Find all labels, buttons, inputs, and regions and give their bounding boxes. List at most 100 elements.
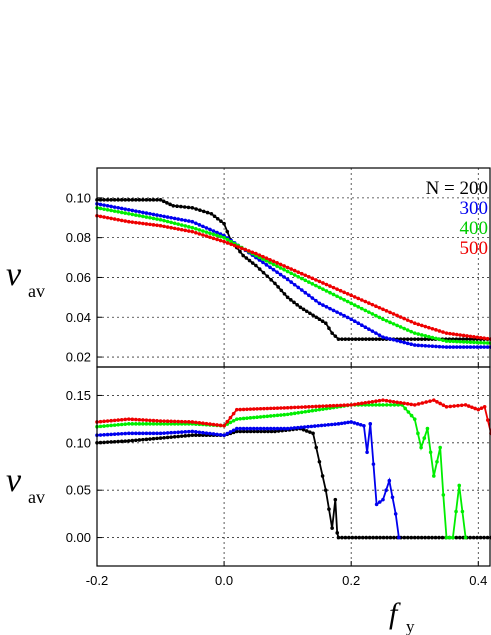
data-point — [391, 399, 396, 404]
data-point — [215, 216, 220, 221]
data-point — [109, 432, 113, 437]
data-point — [137, 198, 142, 202]
data-point — [319, 423, 324, 428]
data-point — [282, 264, 286, 268]
data-point — [416, 337, 421, 341]
data-point — [384, 309, 389, 313]
data-point — [343, 535, 348, 540]
data-point — [225, 431, 230, 436]
data-point — [179, 430, 184, 434]
data-point — [388, 535, 393, 540]
data-point — [212, 214, 217, 219]
data-point — [307, 409, 311, 414]
data-point — [241, 426, 246, 431]
data-point — [134, 220, 138, 225]
data-point — [211, 422, 216, 427]
data-point — [134, 198, 138, 202]
data-point — [112, 209, 117, 213]
data-point — [247, 249, 251, 253]
data-point — [194, 227, 198, 231]
data-point — [126, 422, 131, 426]
data-point — [176, 419, 181, 424]
data-point — [238, 426, 242, 431]
data-point — [423, 343, 428, 348]
data-point — [350, 337, 354, 341]
data-point — [329, 422, 334, 427]
data-point — [225, 237, 230, 242]
data-point — [320, 474, 325, 478]
data-point — [381, 403, 385, 407]
data-point — [440, 535, 445, 540]
data-point — [162, 422, 166, 426]
data-point — [235, 426, 239, 431]
data-point — [282, 267, 286, 272]
data-point — [134, 422, 138, 426]
data-point — [428, 399, 432, 403]
data-point — [194, 433, 198, 438]
data-point — [301, 307, 306, 312]
data-point — [482, 535, 486, 540]
data-point — [119, 198, 124, 202]
data-point — [258, 426, 263, 431]
data-point — [423, 337, 427, 341]
data-point — [331, 285, 336, 290]
data-point — [218, 234, 223, 239]
data-point — [434, 328, 438, 332]
data-point — [367, 535, 372, 540]
data-point — [130, 438, 135, 443]
data-point — [211, 236, 216, 241]
data-point — [98, 214, 103, 219]
data-point — [116, 439, 120, 444]
data-point — [340, 535, 344, 540]
data-point — [364, 337, 368, 341]
data-point — [102, 215, 106, 219]
data-point — [384, 318, 389, 323]
data-point — [309, 424, 314, 429]
data-point — [211, 432, 216, 436]
data-point — [377, 398, 382, 403]
data-point — [265, 406, 270, 411]
data-point — [162, 435, 166, 440]
data-point — [109, 423, 113, 428]
data-point — [102, 419, 106, 424]
data-point — [402, 340, 406, 345]
data-point — [321, 303, 325, 307]
data-point — [307, 280, 311, 284]
data-point — [321, 281, 325, 285]
data-point — [370, 329, 375, 333]
data-point — [285, 265, 290, 270]
data-point — [441, 403, 446, 407]
data-point — [194, 221, 198, 226]
data-point — [155, 419, 159, 423]
data-point — [262, 406, 266, 411]
data-point — [448, 331, 452, 336]
data-point — [116, 423, 120, 427]
data-point — [427, 325, 431, 330]
data-point — [475, 335, 480, 340]
data-point — [172, 419, 177, 424]
data-point — [179, 204, 183, 209]
data-point — [330, 526, 334, 530]
data-point — [155, 436, 159, 441]
data-point — [335, 310, 339, 314]
data-point — [335, 531, 340, 535]
data-point — [271, 259, 276, 264]
data-point — [123, 417, 128, 422]
data-point — [279, 426, 283, 431]
data-point — [109, 204, 113, 209]
data-point — [123, 431, 128, 436]
data-point — [438, 401, 442, 406]
data-point — [148, 211, 152, 216]
data-point — [130, 212, 135, 217]
data-point — [470, 405, 474, 410]
data-point — [238, 429, 243, 434]
top-panel: 0.10 0.08 0.06 0.04 0.02 — [66, 167, 491, 368]
data-point — [330, 331, 334, 335]
data-point — [250, 250, 255, 255]
data-point — [378, 535, 382, 540]
data-point — [102, 207, 106, 211]
data-point — [444, 339, 449, 343]
data-point — [426, 535, 431, 540]
data-point — [391, 312, 396, 316]
